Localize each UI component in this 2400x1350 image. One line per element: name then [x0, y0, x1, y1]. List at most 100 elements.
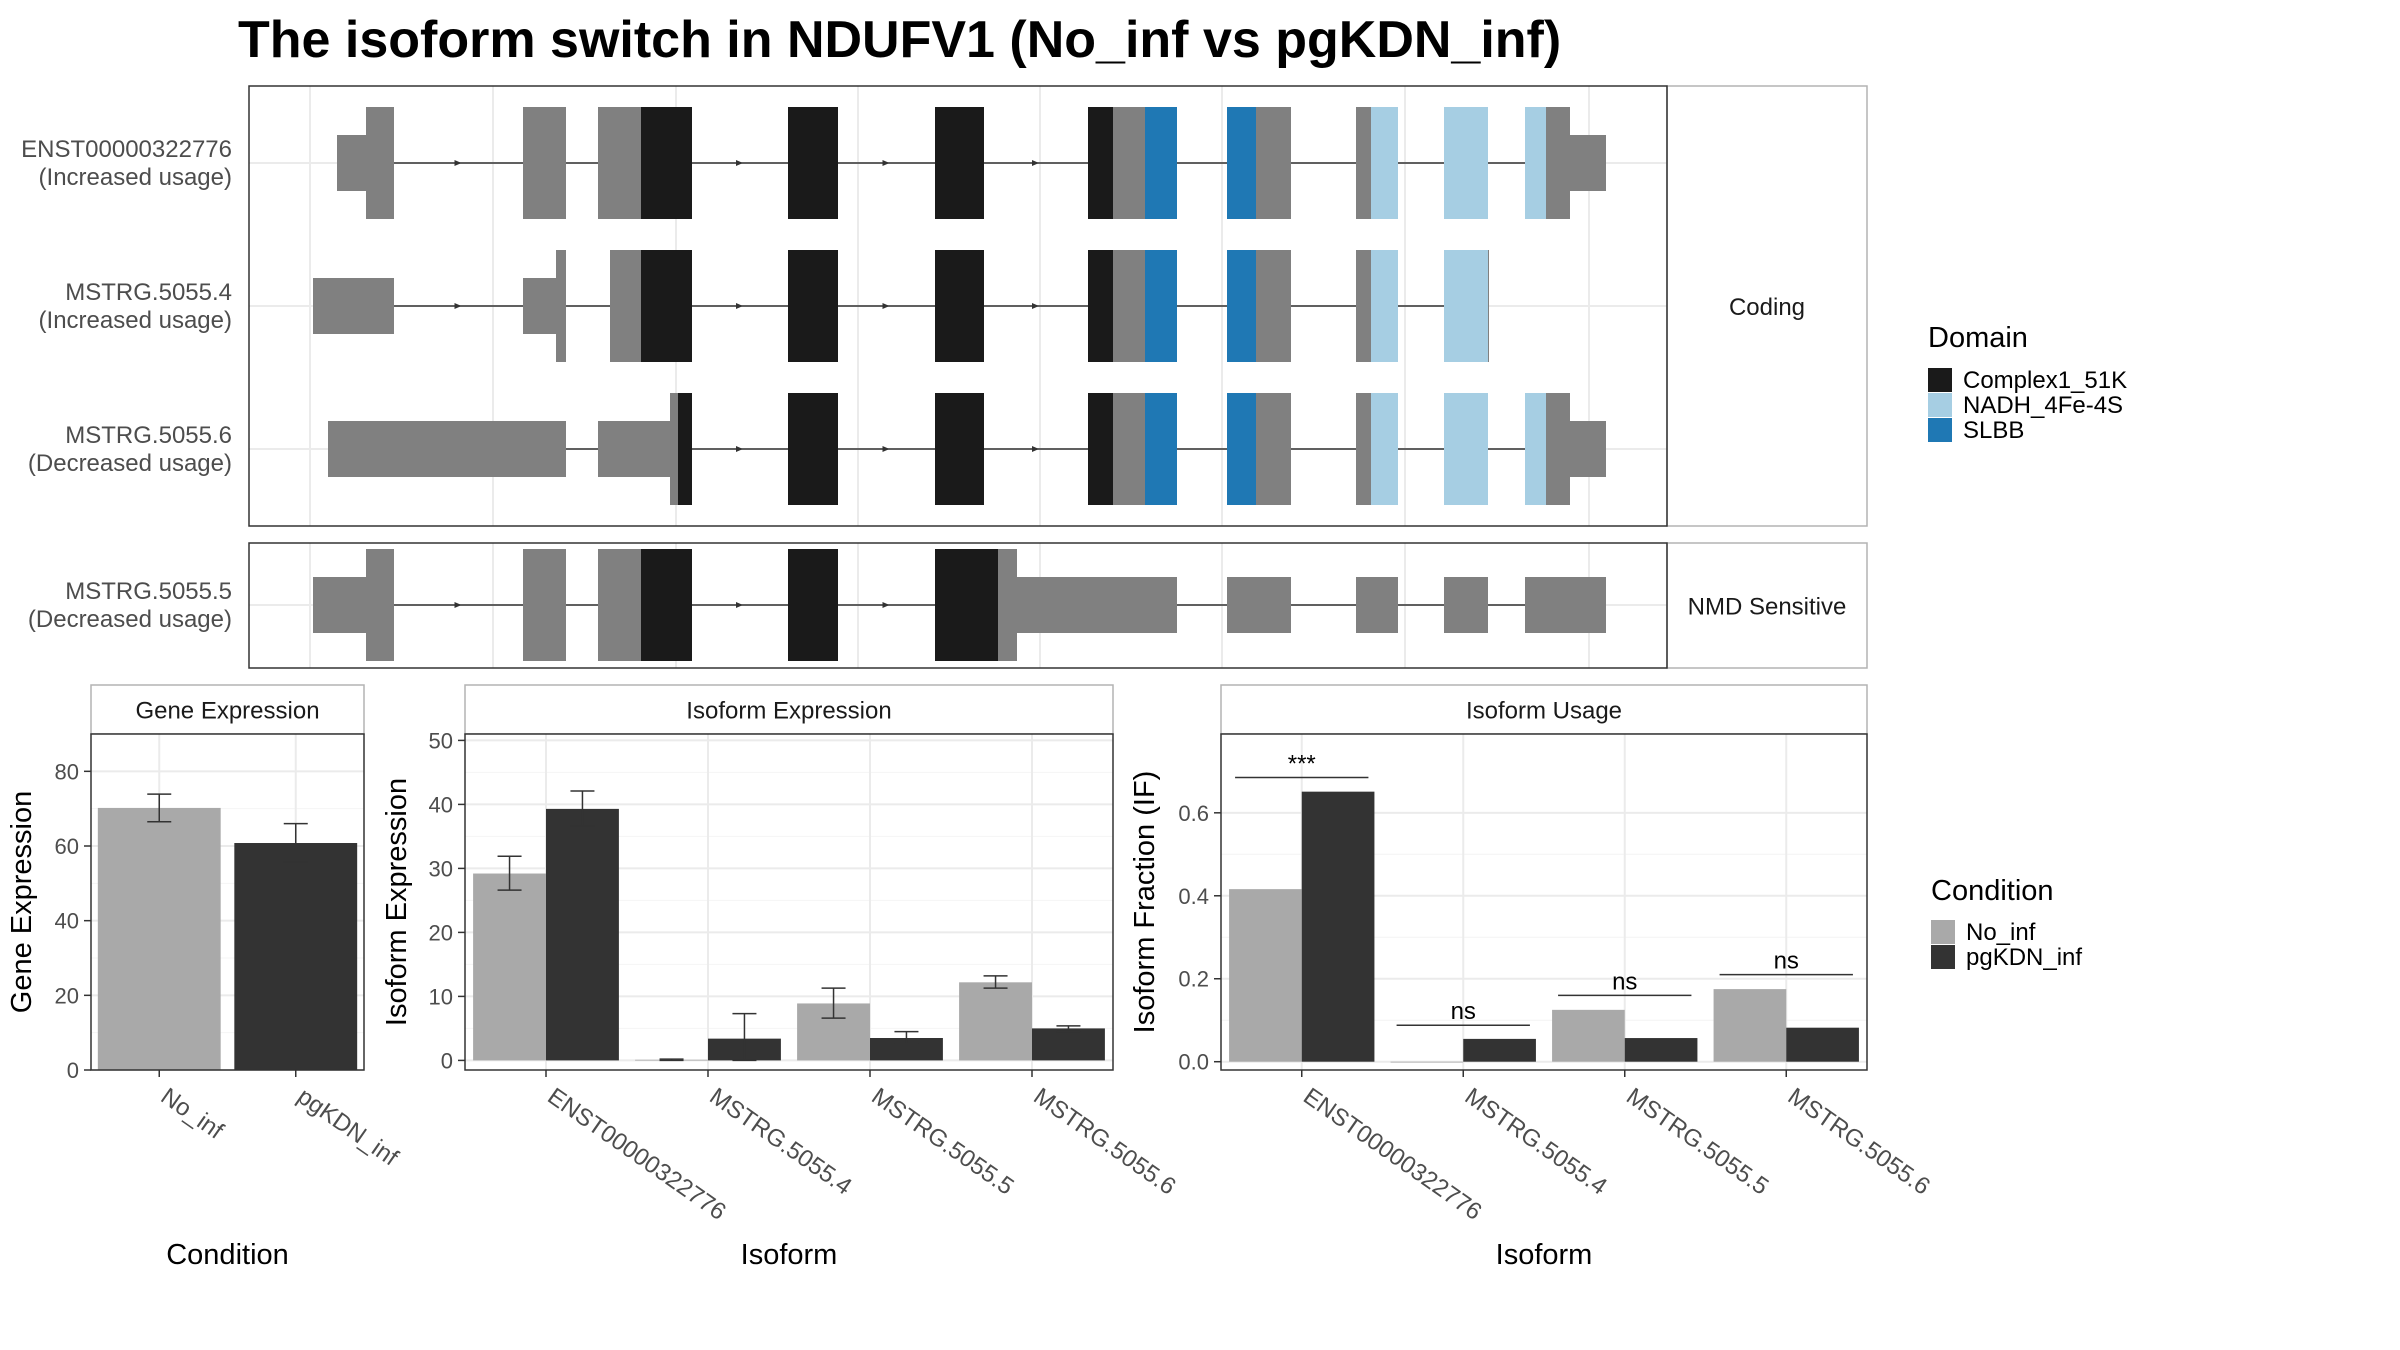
bar — [1786, 1027, 1859, 1062]
x-tick-label: No_inf — [156, 1083, 229, 1145]
exon-block — [1444, 393, 1488, 505]
exon-block — [523, 107, 566, 219]
exon-block — [366, 549, 394, 661]
x-tick-label: MSTRG.5055.4 — [1460, 1083, 1612, 1201]
exon-block — [1546, 393, 1570, 505]
bar — [870, 1038, 943, 1061]
significance-label: ns — [1612, 968, 1637, 995]
exon-block — [1256, 393, 1291, 505]
condition-legend-label: pgKDN_inf — [1966, 944, 2082, 971]
significance-label: *** — [1288, 751, 1316, 778]
transcript-name: MSTRG.5055.5 — [65, 578, 232, 605]
intron-arrow — [1032, 303, 1039, 309]
bar — [1713, 989, 1787, 1062]
exon-block — [1356, 107, 1371, 219]
plot-panel-border — [1220, 733, 1868, 1071]
y-tick-label: 10 — [429, 984, 453, 1009]
structure-facet-border — [248, 85, 1668, 527]
exon-block — [1088, 393, 1113, 505]
exon-block — [1227, 250, 1256, 362]
x-tick-label: MSTRG.5055.5 — [1621, 1083, 1773, 1201]
exon-block — [1256, 107, 1291, 219]
transcript-name: MSTRG.5055.4 — [65, 279, 232, 306]
exon-block — [1113, 250, 1145, 362]
transcript-usage: (Decreased usage) — [28, 450, 232, 477]
x-tick-label: ENST00000322776 — [543, 1083, 731, 1226]
facet-strip — [1666, 85, 1868, 527]
structure-facet-border — [248, 542, 1668, 669]
facet-strip — [1220, 684, 1868, 735]
exon-block — [1113, 393, 1145, 505]
exon-block — [1145, 107, 1177, 219]
significance-label: ns — [1774, 948, 1799, 975]
x-axis-title: Isoform — [741, 1239, 838, 1271]
condition-legend-key — [1931, 920, 1955, 944]
exon-block — [598, 421, 670, 477]
isoform-usage-chart: Isoform Usage *** ns ns ns 0.0 0.2 0.4 0.6 ENST00… — [1129, 684, 1935, 1271]
x-tick-label: pgKDN_inf — [292, 1083, 403, 1172]
facet-strip — [90, 684, 365, 735]
exon-block — [313, 278, 394, 334]
exon-block — [788, 549, 838, 661]
domain-legend-label: Complex1_51K — [1963, 367, 2127, 394]
exon-block — [1570, 421, 1606, 477]
exon-block — [523, 549, 566, 661]
exon-block — [610, 250, 641, 362]
bar — [1624, 1038, 1698, 1062]
intron-arrow — [882, 303, 890, 309]
y-axis-title: Gene Expression — [6, 791, 38, 1013]
x-tick-label: MSTRG.5055.6 — [1029, 1083, 1181, 1201]
y-tick-label: 0.2 — [1178, 967, 1209, 992]
bar — [473, 873, 546, 1061]
y-tick-label: 20 — [55, 983, 79, 1008]
exon-block — [1371, 107, 1398, 219]
plot-panel-border — [90, 733, 365, 1071]
x-tick-label: MSTRG.5055.5 — [867, 1083, 1019, 1201]
exon-block — [1227, 107, 1256, 219]
exon-block — [1371, 250, 1398, 362]
bar — [234, 843, 358, 1070]
domain-legend-key — [1928, 393, 1952, 417]
isoform-expression-chart: Isoform Expression 0 10 20 30 40 50 ENST0000032… — [381, 684, 1181, 1271]
exon-block — [1444, 577, 1488, 633]
y-tick-label: 0 — [67, 1058, 79, 1083]
plot-panel-border — [464, 733, 1114, 1071]
intron-arrow — [454, 160, 462, 166]
exon-block — [935, 250, 984, 362]
exon-block — [1444, 250, 1488, 362]
exon-block — [935, 107, 984, 219]
gene-expression-chart: Gene Expression 0 20 40 60 80 No_inf pgKDN_inf C… — [6, 684, 403, 1271]
chart-title: Gene Expression — [135, 698, 319, 725]
transcript-usage: (Increased usage) — [39, 307, 232, 334]
exon-block — [935, 549, 998, 661]
exon-block — [788, 250, 838, 362]
bar — [959, 982, 1032, 1061]
transcript-usage: (Decreased usage) — [28, 606, 232, 633]
exon-block — [678, 393, 692, 505]
exon-block — [1356, 393, 1371, 505]
exon-block — [788, 107, 838, 219]
domain-legend-key — [1928, 368, 1952, 392]
x-tick-label: MSTRG.5055.4 — [705, 1083, 857, 1201]
bar — [1390, 1061, 1464, 1063]
y-tick-label: 0.4 — [1178, 884, 1209, 909]
exon-block — [1145, 250, 1177, 362]
figure-title: The isoform switch in NDUFV1 (No_inf vs … — [238, 11, 1561, 69]
exon-block — [1525, 577, 1606, 633]
exon-block — [523, 278, 556, 334]
exon-block — [1088, 107, 1113, 219]
x-axis-title: Isoform — [1496, 1239, 1593, 1271]
bar — [1463, 1038, 1536, 1062]
exon-block — [1113, 107, 1145, 219]
exon-block — [641, 107, 692, 219]
intron-arrow — [1032, 446, 1039, 452]
exon-block — [788, 393, 838, 505]
chart-title: Isoform Expression — [686, 698, 891, 725]
intron-arrow — [736, 602, 743, 608]
y-tick-label: 50 — [429, 728, 453, 753]
transcript-name: MSTRG.5055.6 — [65, 422, 232, 449]
exon-block — [598, 549, 641, 661]
y-tick-label: 0.0 — [1178, 1050, 1209, 1075]
